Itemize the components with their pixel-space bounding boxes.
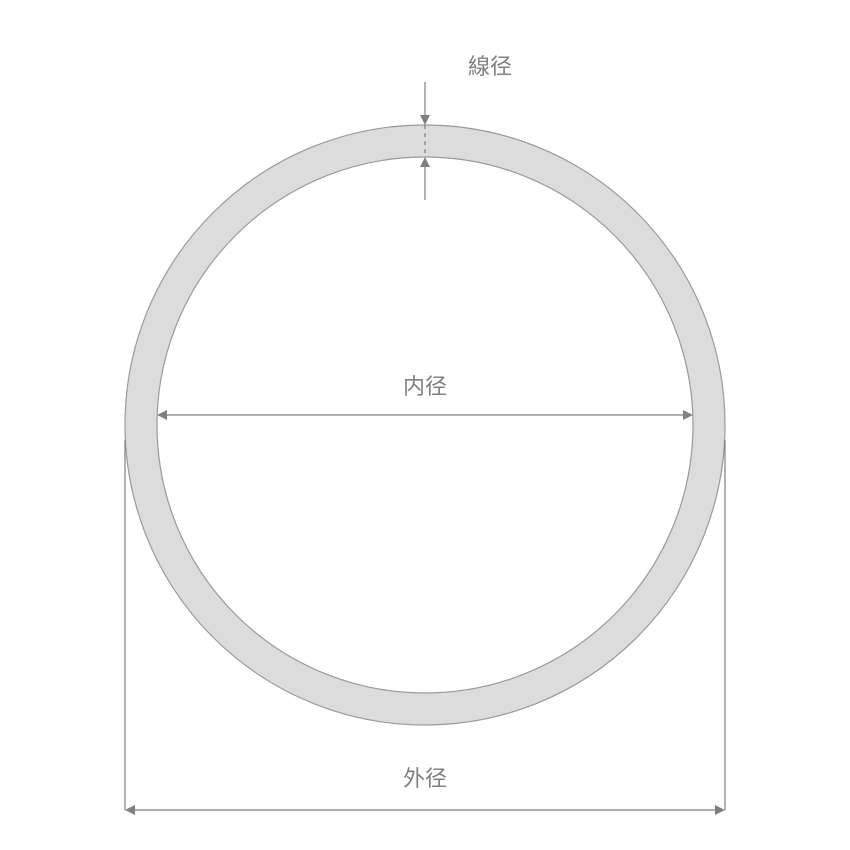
outer-arrow-right [715, 805, 725, 815]
inner-diameter-label: 内径 [403, 374, 447, 399]
ring-shape [125, 125, 725, 725]
wire-diameter-label: 線径 [468, 54, 512, 79]
outer-arrow-left [125, 805, 135, 815]
wire-top-arrow-head [420, 115, 430, 125]
outer-diameter-label: 外径 [403, 766, 447, 791]
ring-diagram: 線径 内径 外径 [0, 0, 850, 850]
inner-circle [157, 157, 693, 693]
